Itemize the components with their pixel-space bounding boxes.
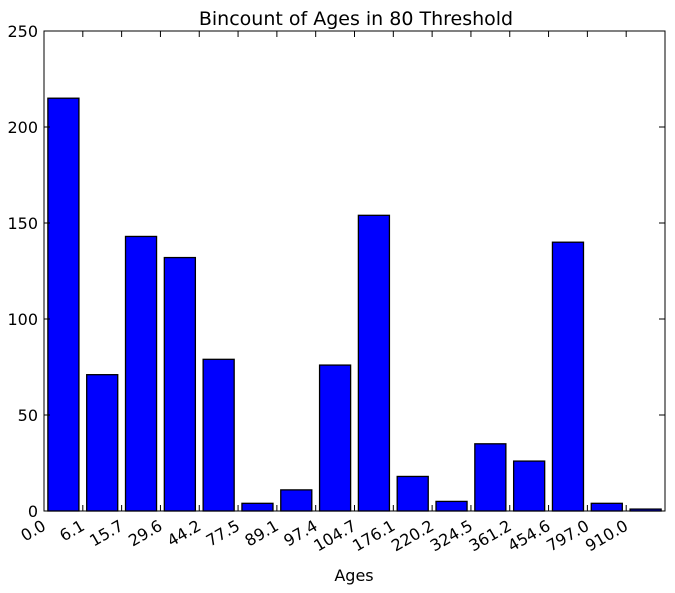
x-tick-label: 44.2 — [164, 516, 204, 550]
x-tick-label: 29.6 — [125, 516, 165, 550]
x-tick-label: 104.7 — [310, 516, 359, 555]
bar-97.4 — [318, 364, 352, 512]
bar-361.2 — [512, 460, 546, 512]
y-axis: 0 50 100 150 200 250 — [7, 22, 665, 521]
bar-104.7 — [357, 214, 391, 512]
x-tick-label: 176.1 — [349, 516, 398, 555]
bar-220.2 — [435, 500, 468, 512]
x-tick-label: 6.1 — [56, 516, 88, 545]
y-tick-label: 200 — [7, 118, 38, 137]
x-axis-label: Ages — [334, 566, 373, 585]
x-tick-label: 454.6 — [504, 516, 553, 555]
x-tick-label: 324.5 — [427, 516, 476, 555]
bar-15.7 — [124, 235, 158, 512]
bar-77.5 — [241, 502, 274, 512]
x-tick-label: 89.1 — [242, 516, 282, 550]
bar-797.0 — [590, 502, 623, 512]
bar-454.6 — [551, 241, 585, 512]
bar-89.1 — [280, 489, 313, 512]
y-tick-label: 50 — [18, 406, 38, 425]
x-tick-label: 220.2 — [388, 516, 437, 555]
bar-29.6 — [163, 256, 197, 512]
bar-0.0 — [47, 97, 80, 512]
y-tick-label: 150 — [7, 214, 38, 233]
bar-44.2 — [202, 358, 235, 512]
bar-6.1 — [86, 374, 119, 512]
chart-title: Bincount of Ages in 80 Threshold — [199, 8, 513, 30]
bar-324.5 — [474, 443, 507, 512]
y-tick-label: 100 — [7, 310, 38, 329]
x-tick-label: 77.5 — [203, 516, 243, 550]
x-tick-label: 15.7 — [86, 516, 126, 550]
x-tick-label: 0.0 — [17, 516, 49, 545]
x-tick-label: 910.0 — [582, 516, 631, 555]
x-tick-label: 361.2 — [466, 516, 515, 555]
bars-group — [47, 97, 662, 512]
x-tick-label: 797.0 — [543, 516, 592, 555]
y-tick-label: 0 — [28, 502, 38, 521]
bar-176.1 — [396, 475, 429, 512]
y-tick-label: 250 — [7, 22, 38, 41]
